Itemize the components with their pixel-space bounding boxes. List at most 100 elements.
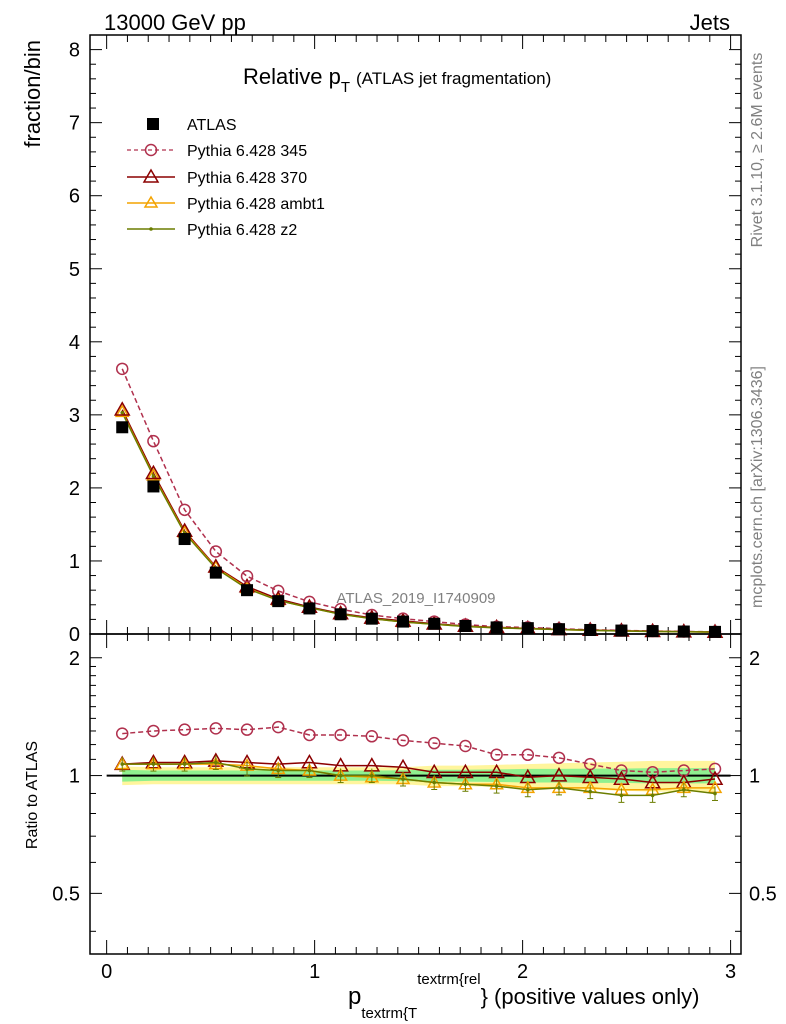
ratio-point-345-circle: [396, 734, 410, 747]
point-345-circle: [115, 362, 129, 376]
chart-title: Relative pT (ATLAS jet fragmentation): [243, 64, 551, 96]
x-label-rest: } (positive values only): [481, 984, 700, 1009]
ratio-point-z2-dot: [401, 777, 405, 781]
ratio-point-z2-dot: [650, 793, 655, 798]
ratio-y-tick-label-right: 1: [749, 766, 760, 788]
ratio-y-tick-label: 0.5: [52, 883, 80, 905]
x-label-sup: textrm{rel: [417, 971, 480, 988]
ratio-y-tick-label-right: 0.5: [749, 883, 777, 905]
point-atlas-square: [116, 421, 129, 434]
point-atlas-square: [459, 619, 472, 632]
point-atlas-square: [272, 595, 285, 608]
point-atlas-square: [615, 624, 628, 637]
legend-label-atlas: ATLAS: [187, 117, 237, 134]
point-z2-dot: [120, 410, 125, 415]
ratio-point-345-circle: [552, 751, 566, 765]
ratio-point-z2-dot: [682, 787, 686, 792]
ratio-point-345-circle: [209, 722, 223, 735]
legend-marker-370: [142, 168, 160, 183]
point-atlas-square: [584, 623, 597, 636]
point-atlas-square: [397, 615, 410, 628]
point-atlas-square: [677, 625, 690, 638]
ratio-point-345-circle: [646, 765, 659, 779]
main-y-label: fraction/bin: [20, 40, 45, 148]
analysis-tag: ATLAS_2019_I1740909: [336, 590, 495, 607]
point-z2-dot: [151, 474, 156, 479]
legend-label-z2: Pythia 6.428 z2: [187, 222, 297, 239]
series-line-345: [121, 368, 716, 633]
ratio-point-345-circle: [708, 762, 722, 776]
ratio-y-tick-label: 2: [69, 648, 80, 670]
point-atlas-square: [521, 622, 534, 635]
point-atlas-square: [303, 602, 316, 615]
legend-label-345: Pythia 6.428 345: [187, 143, 307, 160]
legend-label-ambt1: Pythia 6.428 ambt1: [187, 196, 325, 213]
ratio-point-z2-dot: [588, 789, 593, 794]
ratio-x-axis: 0 1 2 3: [101, 634, 736, 983]
point-atlas-square: [365, 612, 378, 625]
y-tick-label: 2: [69, 478, 80, 500]
main-panel: 0 1 2 3 4 5 6 7 8 Relative pT (ATLAS jet fragment…: [20, 34, 742, 646]
ratio-point-345-circle: [490, 748, 503, 762]
y-tick-label: 6: [69, 186, 80, 208]
point-atlas-square: [428, 617, 441, 630]
ratio-point-z2-dot: [151, 762, 156, 766]
ratio-line-z2: [122, 761, 716, 797]
ratio-point-z2-dot: [120, 762, 125, 766]
ratio-point-z2-dot: [432, 780, 437, 785]
ratio-series-group: [113, 720, 724, 803]
point-345-circle: [147, 434, 160, 448]
point-atlas-square: [646, 625, 659, 638]
point-ambt1-triangle: [114, 404, 130, 418]
ratio-panel: 0.5 0.5 1 1 2 2 0 1 2 3 Ratio to ATLAS ptextrm{T…: [24, 633, 777, 1022]
point-345-circle: [209, 545, 223, 558]
ratio-point-345-circle: [427, 736, 441, 750]
ratio-frame: [89, 633, 742, 955]
ratio-point-345-circle: [334, 728, 347, 742]
point-370-triangle: [113, 401, 131, 416]
point-atlas-square: [241, 584, 254, 597]
x-axis-label: ptextrm{Ttextrm{rel} (positive values on…: [348, 971, 699, 1022]
ratio-point-z2-dot: [338, 773, 343, 778]
y-tick-label: 8: [69, 40, 80, 62]
main-series-group: [113, 362, 724, 639]
ratio-point-z2-dot: [276, 768, 281, 773]
ratio-point-345-circle: [115, 727, 129, 740]
y-tick-label: 1: [69, 551, 80, 573]
ratio-y-tick-label: 1: [69, 766, 80, 788]
category-label: Jets: [690, 10, 730, 35]
main-y-axis: 0 1 2 3 4 5 6 7 8: [69, 40, 741, 646]
legend: ATLAS Pythia 6.428 345 Pythia 6.428 370 …: [127, 117, 325, 239]
point-atlas-square: [553, 623, 566, 636]
ratio-point-345-circle: [303, 728, 316, 742]
ratio-point-z2-dot: [494, 784, 499, 788]
rivet-label: Rivet 3.1.10, ≥ 2.6M events: [749, 53, 766, 248]
x-label-main: p: [348, 983, 361, 1010]
ratio-point-345-circle: [240, 723, 254, 736]
point-atlas-square: [209, 566, 222, 579]
ratio-point-345-circle: [178, 723, 191, 736]
point-345-circle: [240, 570, 254, 583]
x-tick-label: 1: [309, 961, 320, 983]
ratio-point-z2-dot: [370, 773, 374, 778]
ratio-point-345-circle: [147, 724, 160, 738]
point-atlas-square: [178, 533, 191, 546]
legend-marker-ambt1: [143, 195, 159, 208]
point-345-circle: [178, 503, 191, 517]
ratio-point-370-triangle: [706, 770, 724, 785]
legend-marker-z2: [149, 227, 153, 231]
mcplots-label: mcplots.cern.ch [arXiv:1306.3436]: [749, 366, 766, 608]
ratio-point-z2-dot: [526, 787, 530, 792]
point-ambt1-triangle: [146, 467, 161, 481]
ratio-point-345-circle: [365, 730, 379, 743]
point-atlas-square: [709, 625, 722, 638]
energy-label: 13000 GeV pp: [104, 10, 246, 35]
ratio-y-axis: 0.5 0.5 1 1 2 2: [52, 648, 777, 932]
chart-title-rest: (ATLAS jet fragmentation): [356, 69, 551, 88]
x-tick-label: 3: [725, 961, 736, 983]
point-atlas-square: [334, 608, 347, 621]
legend-marker-345: [144, 143, 158, 157]
point-370-triangle: [145, 464, 162, 480]
ratio-point-z2-dot: [214, 760, 218, 765]
ratio-point-z2-dot: [463, 782, 468, 787]
